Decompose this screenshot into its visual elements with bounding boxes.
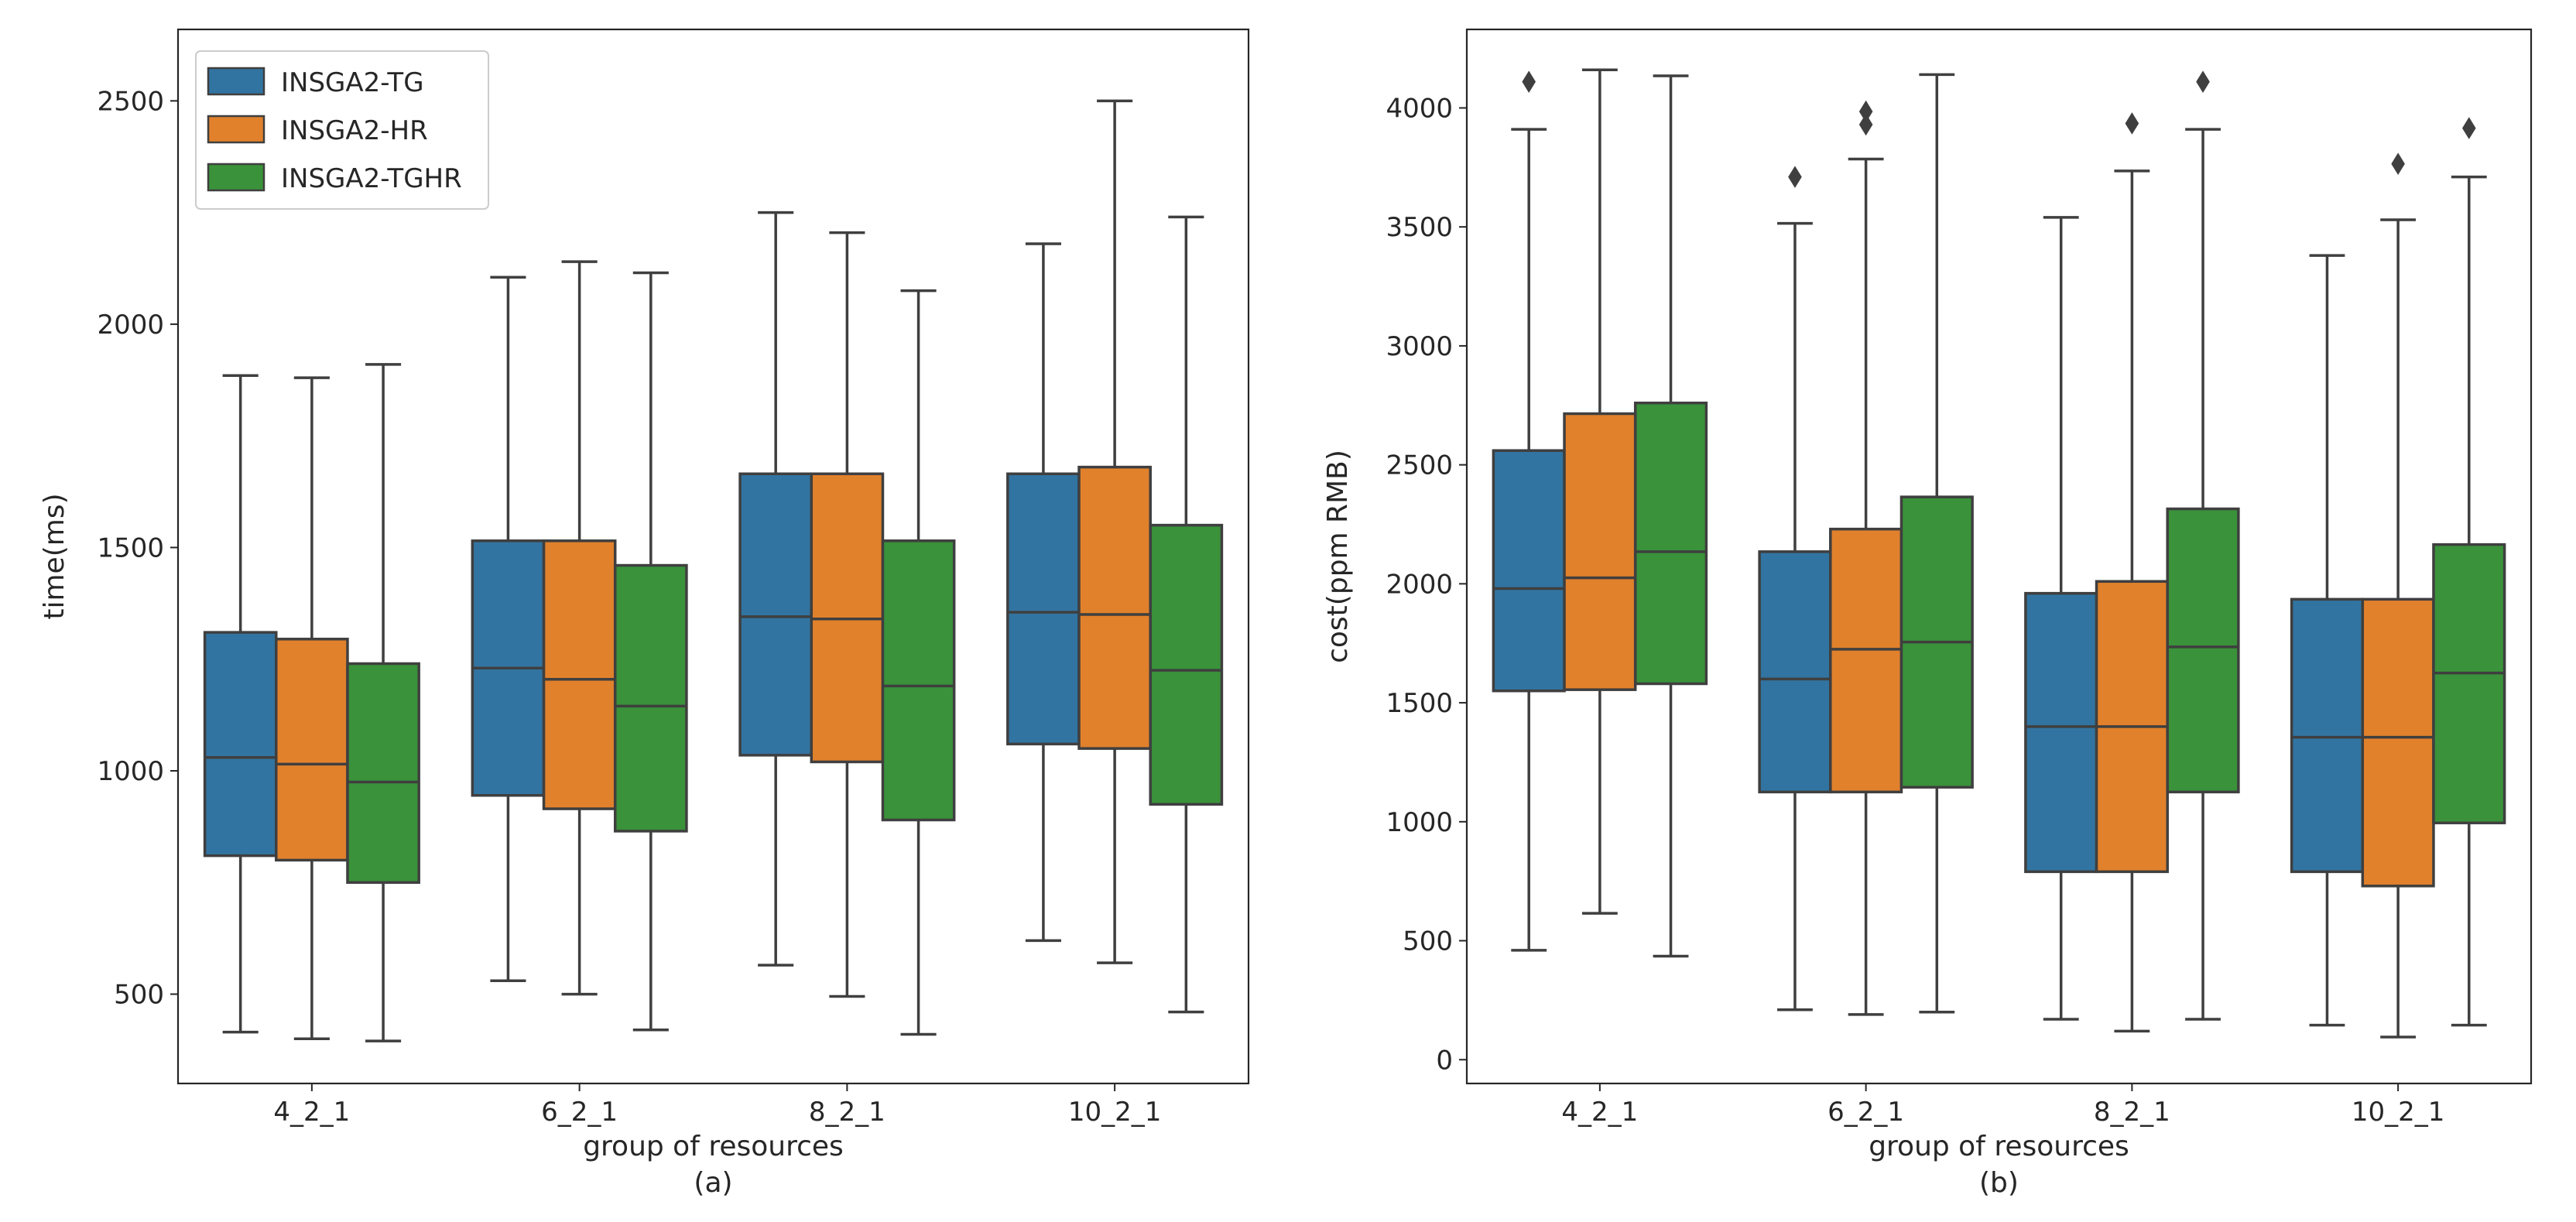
plot-frame bbox=[1465, 28, 2533, 1085]
legend: INSGA2-TG INSGA2-HR INSGA2-TGHR bbox=[195, 50, 489, 210]
box-10_2_1-INSGA2-TGHR bbox=[2432, 117, 2506, 1027]
y-tick-label: 1000 bbox=[97, 756, 164, 787]
flier bbox=[1858, 113, 1873, 136]
panel-a: 4_2_1 6_2_1 8_2_1 10_2_1 500 1000 1500 2000 2500… bbox=[39, 28, 1250, 1199]
iqr-box bbox=[2290, 597, 2365, 874]
y-tick-label: 2000 bbox=[97, 310, 164, 341]
box-8_2_1-INSGA2-TG bbox=[738, 211, 814, 967]
box-4_2_1-INSGA2-TGHR bbox=[1633, 74, 1708, 958]
x-tick-label: 10_2_1 bbox=[2352, 1097, 2445, 1128]
box-8_2_1-INSGA2-HR bbox=[810, 231, 885, 998]
box-4_2_1-INSGA2-HR bbox=[1563, 68, 1637, 915]
y-tick-label: 1500 bbox=[97, 532, 164, 563]
x-tick-label: 4_2_1 bbox=[1561, 1097, 1638, 1128]
legend-swatch bbox=[207, 67, 265, 96]
y-tick-label: 2500 bbox=[1386, 450, 1453, 481]
box-4_2_1-INSGA2-HR bbox=[275, 376, 349, 1041]
box-10_2_1-INSGA2-TGHR bbox=[1149, 215, 1224, 1014]
y-tick-label: 0 bbox=[1436, 1045, 1453, 1076]
flier bbox=[2125, 112, 2139, 135]
iqr-box bbox=[275, 638, 349, 862]
iqr-box bbox=[1633, 401, 1708, 686]
box-6_2_1-INSGA2-TG bbox=[1758, 166, 1832, 1011]
legend-swatch bbox=[207, 163, 265, 192]
y-tick-label: 500 bbox=[114, 980, 164, 1011]
flier bbox=[1522, 70, 1536, 93]
iqr-box bbox=[1077, 465, 1152, 750]
box-10_2_1-INSGA2-TG bbox=[2290, 254, 2365, 1027]
x-tick-label: 8_2_1 bbox=[809, 1097, 886, 1128]
box-6_2_1-INSGA2-TGHR bbox=[1899, 73, 1974, 1014]
iqr-box bbox=[1006, 472, 1081, 746]
panel-label: (a) bbox=[694, 1167, 732, 1199]
box-8_2_1-INSGA2-TGHR bbox=[881, 289, 956, 1036]
x-tick-label: 6_2_1 bbox=[1828, 1097, 1904, 1128]
y-axis-label: cost(ppm RMB) bbox=[1322, 450, 1354, 663]
iqr-box bbox=[2432, 543, 2506, 825]
x-tick-label: 8_2_1 bbox=[2094, 1097, 2170, 1128]
box-10_2_1-INSGA2-TG bbox=[1006, 242, 1081, 943]
iqr-box bbox=[881, 539, 956, 822]
iqr-box bbox=[2361, 597, 2435, 888]
legend-swatch bbox=[207, 115, 265, 144]
y-tick-label: 1000 bbox=[1386, 807, 1453, 838]
y-axis-label: time(ms) bbox=[39, 493, 70, 619]
iqr-box bbox=[2166, 507, 2240, 794]
box-4_2_1-INSGA2-TG bbox=[203, 374, 278, 1034]
iqr-box bbox=[1563, 412, 1637, 691]
flier bbox=[1788, 166, 1802, 188]
legend-entry-label: INSGA2-TGHR bbox=[281, 163, 462, 194]
box-6_2_1-INSGA2-TG bbox=[471, 276, 546, 983]
box-8_2_1-INSGA2-TGHR bbox=[2166, 70, 2240, 1021]
iqr-box bbox=[1492, 449, 1566, 693]
box-8_2_1-INSGA2-TG bbox=[2024, 216, 2098, 1021]
x-axis-label: group of resources bbox=[1869, 1131, 2129, 1162]
iqr-box bbox=[1829, 527, 1903, 794]
iqr-box bbox=[738, 472, 814, 757]
box-6_2_1-INSGA2-HR bbox=[542, 260, 617, 996]
legend-entry-label: INSGA2-TG bbox=[281, 67, 424, 98]
y-tick-label: 4000 bbox=[1386, 93, 1453, 124]
y-tick-label: 2000 bbox=[1386, 569, 1453, 600]
plot-frame bbox=[176, 28, 1250, 1085]
flier bbox=[2461, 117, 2476, 139]
y-tick-label: 3500 bbox=[1386, 212, 1453, 243]
box-4_2_1-INSGA2-TG bbox=[1492, 70, 1566, 952]
iqr-box bbox=[613, 563, 688, 833]
box-8_2_1-INSGA2-HR bbox=[2095, 112, 2169, 1033]
flier bbox=[1858, 100, 1873, 123]
iqr-box bbox=[542, 539, 617, 810]
legend-entry-label: INSGA2-HR bbox=[281, 115, 428, 146]
box-4_2_1-INSGA2-TGHR bbox=[346, 363, 420, 1042]
y-tick-label: 3000 bbox=[1386, 331, 1453, 362]
x-tick-label: 10_2_1 bbox=[1068, 1097, 1162, 1128]
box-6_2_1-INSGA2-TGHR bbox=[613, 271, 688, 1032]
iqr-box bbox=[2024, 591, 2098, 874]
box-6_2_1-INSGA2-HR bbox=[1829, 100, 1903, 1016]
iqr-box bbox=[1149, 523, 1224, 806]
iqr-box bbox=[1758, 550, 1832, 794]
panel-b: 4_2_1 6_2_1 8_2_1 10_2_1 0 500 1000 1500 2000 250… bbox=[1322, 28, 2533, 1199]
legend-frame bbox=[195, 50, 489, 210]
iqr-box bbox=[346, 662, 420, 885]
box-10_2_1-INSGA2-HR bbox=[1077, 99, 1152, 964]
y-tick-label: 500 bbox=[1403, 926, 1453, 957]
y-tick-label: 2500 bbox=[97, 86, 164, 117]
box-10_2_1-INSGA2-HR bbox=[2361, 152, 2435, 1039]
x-tick-label: 4_2_1 bbox=[273, 1097, 350, 1128]
y-tick-label: 1500 bbox=[1386, 688, 1453, 719]
panel-label: (b) bbox=[1979, 1167, 2019, 1199]
x-tick-label: 6_2_1 bbox=[541, 1097, 618, 1128]
flier bbox=[2196, 70, 2210, 93]
flier bbox=[2391, 152, 2405, 176]
x-axis-label: group of resources bbox=[583, 1131, 844, 1162]
iqr-box bbox=[203, 631, 278, 857]
